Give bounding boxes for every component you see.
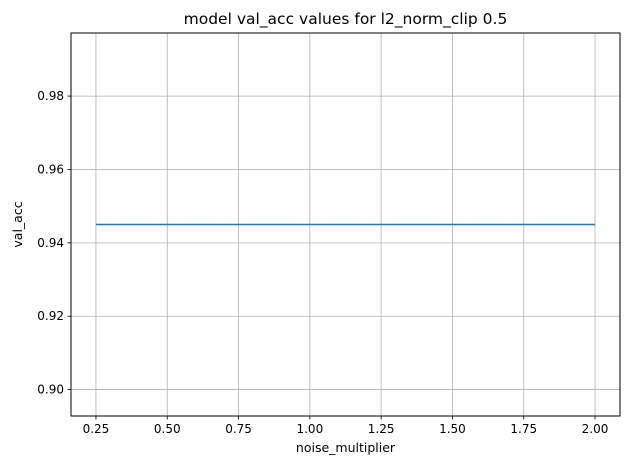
x-axis-label: noise_multiplier (296, 440, 396, 455)
x-tick-label: 1.75 (510, 422, 537, 436)
y-tick-label: 0.96 (37, 162, 64, 176)
x-tick-label: 0.25 (83, 422, 110, 436)
x-tick-label: 1.00 (296, 422, 323, 436)
y-axis-label: val_acc (10, 201, 25, 247)
x-tick-label: 0.50 (154, 422, 181, 436)
y-tick-label: 0.94 (37, 236, 64, 250)
y-tick-label: 0.90 (37, 383, 64, 397)
chart-title: model val_acc values for l2_norm_clip 0.… (184, 10, 508, 29)
x-tick-label: 2.00 (582, 422, 609, 436)
y-tick-label: 0.98 (37, 89, 64, 103)
plot-frame (70, 32, 621, 417)
ticks: 0.25 0.50 0.75 1.00 1.25 1.50 1.75 2.00 0.90 0.92… (37, 89, 608, 436)
x-tick-label: 1.25 (368, 422, 395, 436)
x-tick-label: 1.50 (439, 422, 466, 436)
x-tick-label: 0.75 (225, 422, 252, 436)
y-tick-label: 0.92 (37, 309, 64, 323)
